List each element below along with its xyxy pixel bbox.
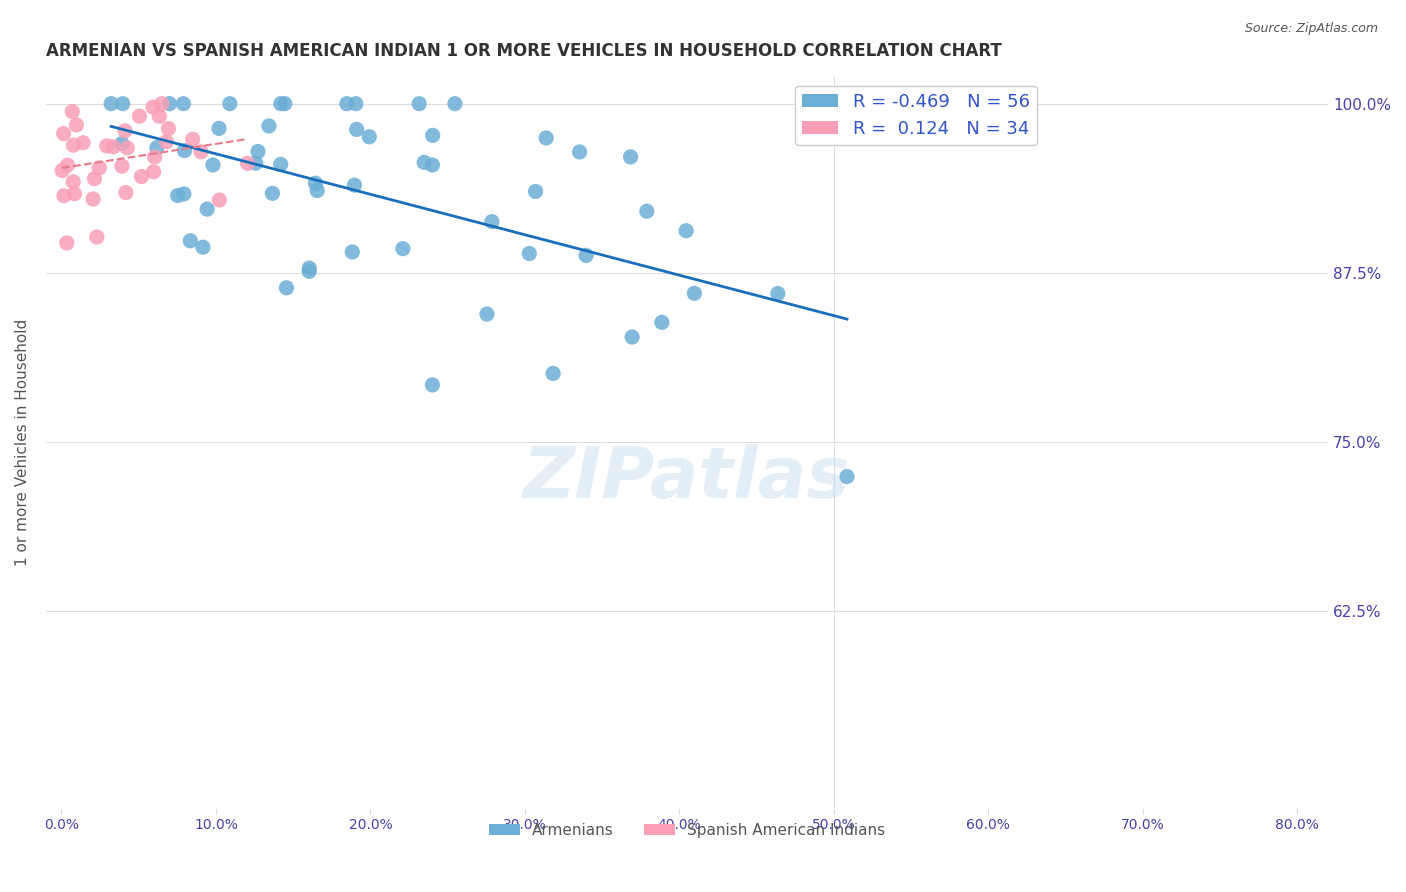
Point [675,224,697,238]
Point [208,121,231,136]
Point [86,230,108,244]
Point [344,96,367,111]
Point [166,188,188,202]
Point [298,261,321,276]
Point [247,145,270,159]
Point [304,176,326,190]
Point [146,141,169,155]
Point [150,96,173,111]
Point [270,157,292,171]
Point [179,234,201,248]
Point [208,193,231,207]
Point [422,128,444,143]
Point [173,186,195,201]
Point [83,171,105,186]
Point [142,100,165,114]
Point [621,330,644,344]
Point [422,378,444,392]
Point [131,169,153,184]
Point [218,96,240,111]
Point [651,315,673,329]
Point [52,188,75,202]
Point [835,469,858,483]
Point [270,96,292,111]
Point [190,145,212,159]
Point [128,109,150,123]
Point [236,156,259,170]
Point [181,132,204,146]
Point [262,186,284,201]
Point [444,96,467,111]
Point [72,136,94,150]
Point [422,158,444,172]
Point [342,244,364,259]
Point [173,144,195,158]
Point [683,286,706,301]
Legend: Armenians, Spanish American Indians: Armenians, Spanish American Indians [482,817,891,844]
Point [359,129,381,144]
Point [172,96,194,111]
Point [60,104,83,119]
Point [157,121,180,136]
Text: ARMENIAN VS SPANISH AMERICAN INDIAN 1 OR MORE VEHICLES IN HOUSEHOLD CORRELATION : ARMENIAN VS SPANISH AMERICAN INDIAN 1 OR… [46,42,1001,60]
Point [307,184,329,198]
Point [575,248,598,262]
Point [481,215,503,229]
Point [52,127,75,141]
Point [56,235,79,250]
Point [159,96,181,111]
Point [114,124,136,138]
Point [568,145,591,159]
Point [155,135,177,149]
Point [63,186,86,201]
Point [111,96,134,111]
Point [114,186,136,200]
Point [298,264,321,278]
Point [346,122,368,136]
Point [541,367,564,381]
Point [65,118,87,132]
Point [534,131,557,145]
Point [201,158,224,172]
Point [766,286,789,301]
Point [117,141,139,155]
Text: ZIPatlas: ZIPatlas [523,444,851,513]
Point [111,159,134,173]
Point [336,96,359,111]
Point [96,139,118,153]
Point [276,281,298,295]
Point [392,242,415,256]
Point [517,246,540,260]
Point [245,156,267,170]
Point [257,119,280,133]
Point [636,204,658,219]
Point [51,163,73,178]
Point [56,158,79,172]
Point [274,96,297,111]
Point [475,307,498,321]
Point [148,109,170,123]
Point [195,202,218,216]
Point [413,155,436,169]
Y-axis label: 1 or more Vehicles in Household: 1 or more Vehicles in Household [15,318,30,566]
Point [524,185,547,199]
Text: Source: ZipAtlas.com: Source: ZipAtlas.com [1244,22,1378,36]
Point [143,150,166,164]
Point [82,192,104,206]
Point [620,150,643,164]
Point [100,96,122,111]
Point [191,240,214,254]
Point [408,96,430,111]
Point [343,178,366,192]
Point [111,136,134,151]
Point [89,161,111,175]
Point [142,165,165,179]
Point [103,140,125,154]
Point [62,138,84,153]
Point [62,175,84,189]
